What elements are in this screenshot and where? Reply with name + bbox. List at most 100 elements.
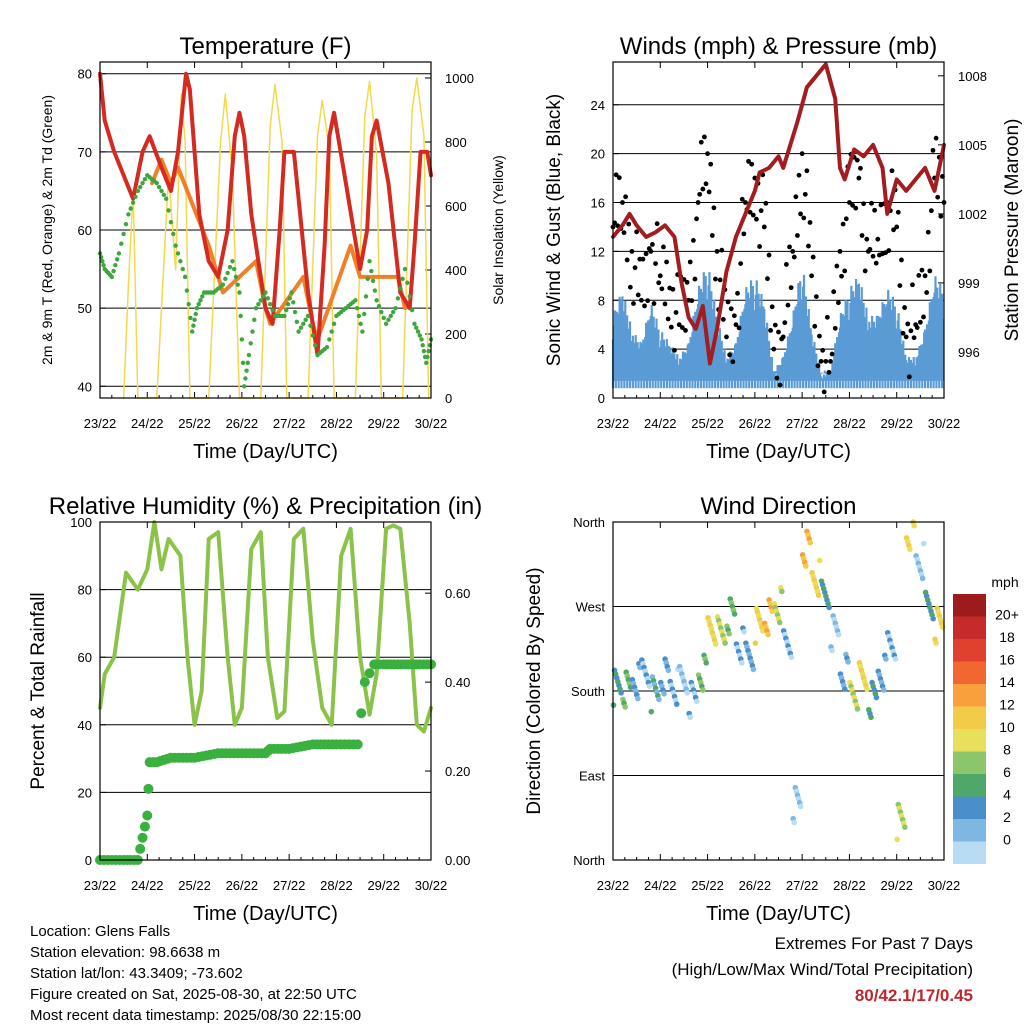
gust-point [899, 257, 904, 263]
dewpoint-point [386, 317, 391, 323]
x-tick-label: 26/22 [739, 416, 772, 431]
gust-point [820, 347, 826, 353]
gust-point [921, 314, 926, 320]
gust-point [780, 334, 786, 340]
gust-point [795, 233, 800, 238]
gust-point [919, 267, 925, 273]
dewpoint-point [231, 266, 237, 272]
y2-tick-label: 1002 [958, 207, 987, 222]
gust-point [731, 313, 737, 319]
gust-point [771, 346, 777, 352]
dewpoint-point [424, 360, 429, 366]
dewpoint-point [324, 345, 330, 350]
gust-point [708, 161, 714, 167]
colorbar-label: 4 [1003, 787, 1011, 803]
dewpoint-point [362, 311, 367, 317]
y-tick-label: 16 [591, 196, 605, 211]
plot-frame [99, 61, 432, 399]
gust-point [741, 231, 747, 237]
gust-point [743, 200, 748, 205]
gust-point [626, 221, 632, 227]
colorbar-label: 14 [999, 674, 1015, 690]
gust-point [692, 276, 698, 282]
gust-point [772, 322, 778, 328]
dewpoint-point [133, 194, 138, 199]
recent-data-text: Most recent data timestamp: 2025/08/30 2… [30, 1007, 362, 1024]
x-tick-label: 29/22 [880, 878, 913, 893]
dewpoint-point [283, 307, 289, 313]
gust-point [668, 324, 674, 330]
y-tick-label: South [571, 684, 605, 699]
dewpoint-point [159, 188, 164, 194]
gust-point [801, 215, 807, 221]
location-text: Location: Glens Falls [30, 923, 171, 940]
x-tick-label: 30/22 [415, 416, 448, 431]
gust-point [758, 208, 764, 214]
gust-point [763, 200, 769, 206]
dewpoint-point [296, 329, 301, 334]
gust-point [632, 265, 638, 271]
dewpoint-point [190, 329, 195, 334]
gust-point [922, 273, 928, 279]
gust-point [861, 201, 867, 207]
direction-point [803, 563, 809, 569]
gust-point [812, 323, 818, 329]
dewpoint-point [156, 184, 162, 190]
gust-point [616, 175, 622, 181]
dewpoint-point [198, 298, 203, 303]
direction-point [816, 557, 823, 564]
dewpoint-point [258, 298, 263, 303]
gust-point [683, 327, 688, 333]
direction-point [892, 656, 899, 662]
dewpoint-point [329, 329, 334, 334]
y-tick-label: 50 [78, 301, 92, 316]
gust-series [610, 134, 947, 395]
gust-point [843, 216, 849, 222]
dewpoint-point [305, 313, 311, 319]
direction-point [791, 819, 798, 826]
dewpoint-point [282, 313, 287, 319]
dewpoint-point [113, 262, 118, 268]
gust-point [689, 298, 695, 304]
gust-point [738, 261, 744, 266]
direction-point [726, 630, 732, 637]
x-tick-label: 28/22 [320, 878, 353, 893]
dewpoint-point [227, 264, 233, 270]
gust-point [802, 191, 808, 197]
direction-point [933, 640, 939, 646]
gust-point [728, 306, 734, 312]
direction-point [776, 619, 783, 626]
colorbar-label: 18 [999, 629, 1015, 645]
dewpoint-point [407, 294, 412, 299]
gust-point [659, 286, 665, 292]
x-tick-label: 24/22 [644, 878, 677, 893]
dewpoint-point [233, 274, 239, 280]
gust-point [700, 186, 706, 192]
precip-point [137, 832, 148, 843]
dewpoint-point [260, 294, 266, 299]
gust-point [873, 260, 879, 266]
direction-point [741, 629, 747, 635]
gust-point [933, 135, 939, 141]
x-tick-label: 30/22 [928, 416, 961, 431]
direction-point [902, 824, 908, 830]
x-tick-label: 28/22 [320, 416, 353, 431]
gust-point [777, 382, 783, 388]
direction-point [684, 690, 691, 696]
gust-point [747, 209, 753, 215]
gust-point [856, 175, 862, 181]
pressure-line [611, 62, 946, 366]
direction-point [911, 522, 918, 529]
dewpoint-point [421, 348, 427, 354]
colorbar-swatch [953, 841, 986, 864]
gust-point [869, 200, 874, 206]
dewpoint-point [287, 296, 292, 301]
colorbar-swatch [953, 751, 986, 774]
gust-point [886, 248, 892, 253]
gust-point [927, 268, 933, 274]
direction-point [835, 631, 842, 638]
dewpoint-point [252, 317, 257, 323]
direction-point [864, 686, 870, 692]
gust-point [903, 334, 909, 340]
